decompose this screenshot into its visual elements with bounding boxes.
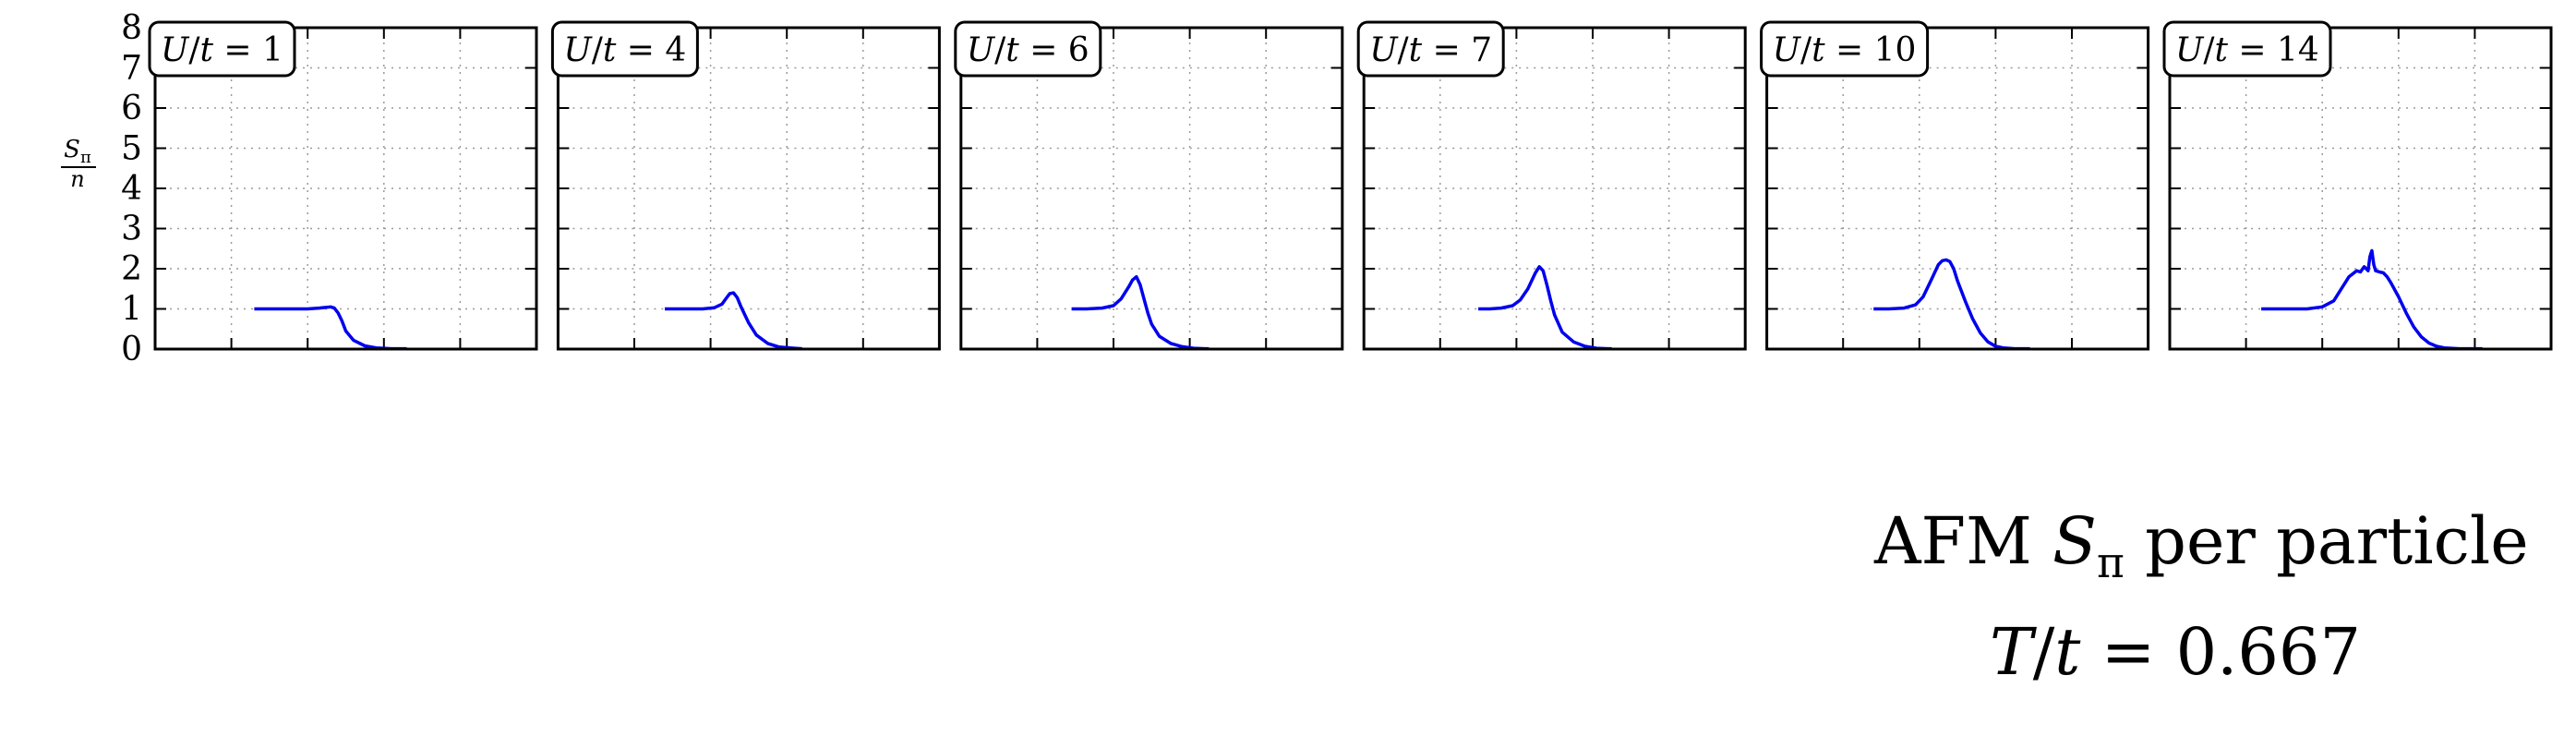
- panel-2: U/t = 4: [550, 20, 941, 351]
- y-tick-label: 6: [121, 90, 142, 127]
- grid: [558, 28, 940, 349]
- panel-label: U/t = 14: [2162, 20, 2332, 78]
- y-label-numerator: Sπ: [64, 136, 91, 167]
- panel-5: U/t = 10: [1760, 20, 2150, 351]
- panel-label-text: U/t = 4: [563, 31, 686, 69]
- y-tick-label: 8: [121, 9, 142, 47]
- panel-6: U/t = 14: [2162, 20, 2553, 351]
- y-tick-label: 1: [121, 291, 142, 329]
- panel-label-box: [2162, 20, 2332, 78]
- chart-caption-temperature: T/t = 0.667: [1990, 614, 2361, 690]
- plot-frame: [959, 26, 1344, 351]
- panel-label: U/t = 7: [1356, 20, 1505, 78]
- y-tick-label: 7: [121, 50, 142, 88]
- panel-label-text: U/t = 10: [1773, 31, 1917, 69]
- grid: [2170, 28, 2551, 349]
- panel-label-box: [954, 20, 1102, 78]
- series-line: [1478, 265, 1612, 351]
- y-tick-label: 5: [121, 130, 142, 168]
- plot-frame: [1362, 26, 1747, 351]
- series-line: [1873, 258, 2030, 351]
- y-label-denominator: n: [70, 166, 84, 192]
- plot-frame: [153, 26, 538, 351]
- panel-3: U/t = 6: [954, 20, 1344, 351]
- y-tick-label: 0: [121, 331, 142, 368]
- plot-frame: [2168, 26, 2553, 351]
- panel-label-box: [1356, 20, 1505, 78]
- grid: [960, 28, 1342, 349]
- y-tick-label: 4: [121, 170, 142, 208]
- plot-frame: [1765, 26, 2150, 351]
- panel-label: U/t = 10: [1760, 20, 1930, 78]
- grid: [1364, 28, 1746, 349]
- panel-label: U/t = 6: [954, 20, 1102, 78]
- panel-label: U/t = 4: [550, 20, 699, 78]
- panel-4: U/t = 7: [1356, 20, 1747, 351]
- panel-label: U/t = 1: [148, 20, 296, 78]
- series-line: [254, 305, 407, 351]
- series-line: [1071, 274, 1210, 351]
- panel-label-text: U/t = 1: [161, 31, 283, 69]
- panel-label-text: U/t = 14: [2175, 31, 2319, 69]
- panel-label-text: U/t = 6: [967, 31, 1089, 69]
- y-tick-label: 2: [121, 250, 142, 288]
- panel-label-box: [1760, 20, 1930, 78]
- grid: [155, 28, 536, 349]
- panel-label-box: [550, 20, 699, 78]
- plot-frame: [556, 26, 941, 351]
- panel-label-box: [148, 20, 296, 78]
- panel-label-text: U/t = 7: [1369, 31, 1492, 69]
- y-axis-label: Sπn: [61, 136, 96, 192]
- series-line: [665, 291, 802, 351]
- chart-caption-title: AFM Sπ per particle: [1874, 503, 2529, 587]
- y-tick-label: 3: [121, 211, 142, 248]
- grid: [1766, 28, 2149, 349]
- series-line: [2261, 248, 2483, 351]
